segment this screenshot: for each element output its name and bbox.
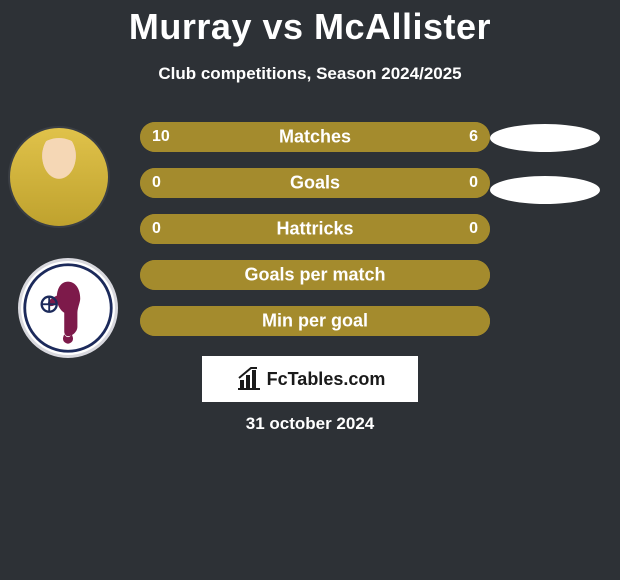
snapshot-date: 31 october 2024	[246, 414, 375, 434]
stat-bar-left-fill	[140, 168, 315, 198]
stat-left-value: 0	[152, 174, 161, 192]
stat-row-goals-per-match: Goals per match	[140, 260, 490, 290]
bar-chart-icon	[235, 366, 261, 392]
player-left-club-crest	[18, 258, 118, 358]
stat-row-hattricks: 0 0 Hattricks	[140, 214, 490, 244]
stat-row-goals: 0 0 Goals	[140, 168, 490, 198]
stat-label: Goals per match	[244, 265, 385, 286]
stat-right-value: 0	[469, 174, 478, 192]
brand-badge[interactable]: FcTables.com	[202, 356, 418, 402]
player-left-avatar	[8, 126, 110, 228]
page-title: Murray vs McAllister	[0, 0, 620, 48]
brand-text: FcTables.com	[267, 369, 386, 390]
stat-label: Matches	[279, 127, 351, 148]
stat-label: Goals	[290, 173, 340, 194]
stat-row-matches: 10 6 Matches	[140, 122, 490, 152]
player-right-avatar-placeholder	[490, 124, 600, 152]
player-right-crest-placeholder	[490, 176, 600, 204]
stat-right-value: 0	[469, 220, 478, 238]
stat-left-value: 10	[152, 128, 170, 146]
stat-label: Hattricks	[276, 219, 353, 240]
stat-label: Min per goal	[262, 311, 368, 332]
stat-row-min-per-goal: Min per goal	[140, 306, 490, 336]
stats-panel: 10 6 Matches 0 0 Goals 0 0 Hattricks Goals per ma…	[140, 122, 490, 352]
page-subtitle: Club competitions, Season 2024/2025	[0, 64, 620, 84]
stat-bar-right-fill	[315, 168, 490, 198]
stat-right-value: 6	[469, 128, 478, 146]
stat-left-value: 0	[152, 220, 161, 238]
